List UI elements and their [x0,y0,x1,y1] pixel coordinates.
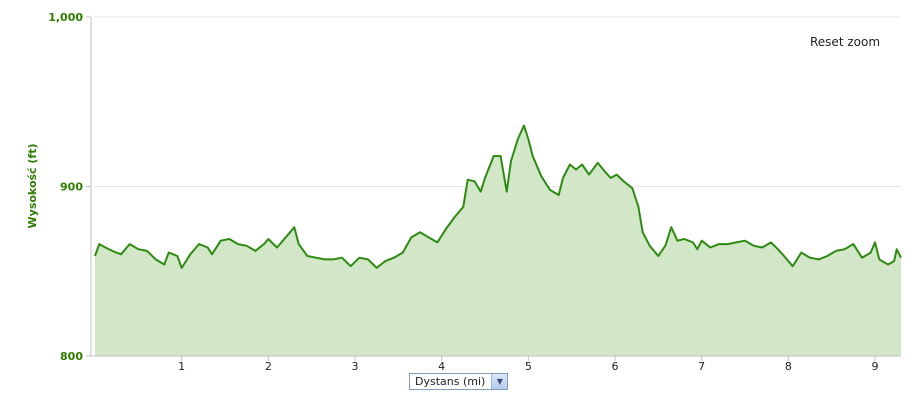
y-tick-labels: 800 900 1,000 [48,11,91,363]
x-tick-label: 9 [872,360,879,373]
chevron-down-icon[interactable]: ▼ [491,374,508,389]
x-tick-label: 2 [265,360,272,373]
y-axis-label: Wysokość (ft) [26,144,39,229]
x-tick-label: 6 [612,360,619,373]
x-tick-label: 8 [785,360,792,373]
x-axis-selector[interactable]: Dystans (mi) ▼ [409,373,509,390]
elevation-area [95,125,901,356]
reset-zoom-button[interactable]: Reset zoom [810,35,881,49]
y-tick-label: 800 [60,350,83,363]
elevation-line [94,124,902,269]
x-tick-label: 7 [698,360,705,373]
x-tick-labels: 1 2 3 4 5 6 7 8 9 [178,356,879,373]
x-tick-label: 5 [525,360,532,373]
plot-area [94,124,902,356]
y-tick-label: 1,000 [48,11,83,24]
y-tick-label: 900 [60,181,83,194]
x-tick-label: 4 [438,360,445,373]
x-tick-label: 1 [178,360,185,373]
x-tick-label: 3 [352,360,359,373]
x-axis-selector-value: Dystans (mi) [415,375,486,388]
